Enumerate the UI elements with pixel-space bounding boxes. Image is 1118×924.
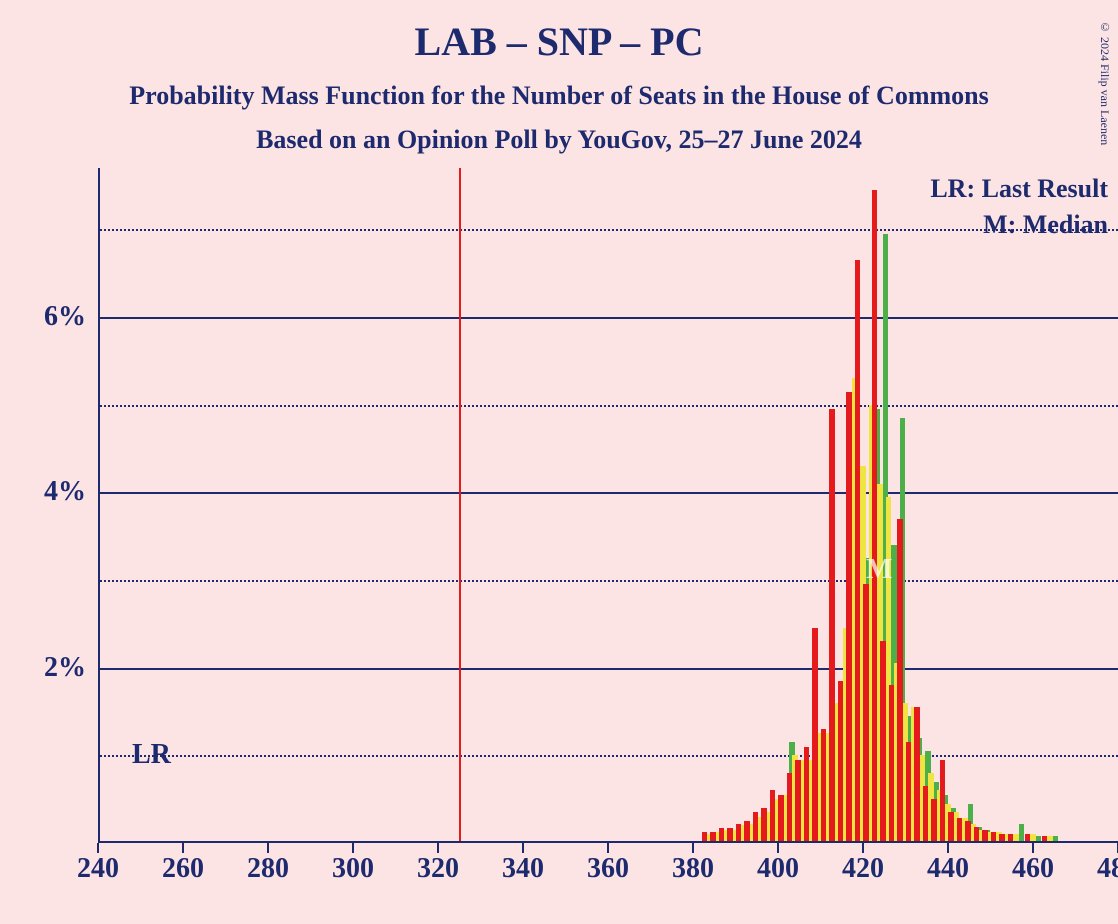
xtick-label: 480 [1097, 853, 1118, 885]
y-axis [98, 168, 100, 843]
chart-subtitle-2: Based on an Opinion Poll by YouGov, 25–2… [0, 125, 1118, 155]
xtick-label: 340 [502, 853, 544, 885]
xtick-label: 260 [162, 853, 204, 885]
xtick-label: 320 [417, 853, 459, 885]
xtick-label: 360 [587, 853, 629, 885]
lr-annotation: LR [132, 739, 171, 771]
legend-last-result: LR: Last Result [930, 174, 1108, 204]
xtick-mark [1032, 843, 1034, 853]
last-result-line [459, 168, 461, 843]
xtick-mark [267, 843, 269, 853]
xtick-mark [97, 843, 99, 853]
copyright-text: © 2024 Filip van Laenen [1097, 20, 1112, 145]
xtick-mark [352, 843, 354, 853]
xtick-label: 420 [842, 853, 884, 885]
xtick-mark [522, 843, 524, 853]
xtick-label: 460 [1012, 853, 1054, 885]
chart-title: LAB – SNP – PC [0, 0, 1118, 65]
ytick-label: 2% [44, 652, 86, 684]
ygrid-dotted [100, 229, 1118, 231]
xtick-mark [777, 843, 779, 853]
legend-median: M: Median [983, 210, 1108, 240]
xtick-mark [607, 843, 609, 853]
ygrid-solid [100, 492, 1118, 494]
ygrid-dotted [100, 755, 1118, 757]
ygrid-dotted [100, 405, 1118, 407]
median-annotation: M [866, 554, 892, 586]
xtick-label: 240 [77, 853, 119, 885]
ytick-label: 6% [44, 301, 86, 333]
xtick-mark [692, 843, 694, 853]
chart-subtitle-1: Probability Mass Function for the Number… [0, 81, 1118, 111]
xtick-mark [182, 843, 184, 853]
xtick-label: 400 [757, 853, 799, 885]
xtick-mark [862, 843, 864, 853]
ygrid-solid [100, 317, 1118, 319]
xtick-mark [437, 843, 439, 853]
ygrid-solid [100, 668, 1118, 670]
xtick-mark [947, 843, 949, 853]
xtick-label: 300 [332, 853, 374, 885]
xtick-label: 380 [672, 853, 714, 885]
ygrid-dotted [100, 580, 1118, 582]
ytick-label: 4% [44, 476, 86, 508]
chart-plot-area: 2%4%6%2402602803003203403603804004204404… [98, 168, 1118, 843]
xtick-label: 280 [247, 853, 289, 885]
xtick-label: 440 [927, 853, 969, 885]
